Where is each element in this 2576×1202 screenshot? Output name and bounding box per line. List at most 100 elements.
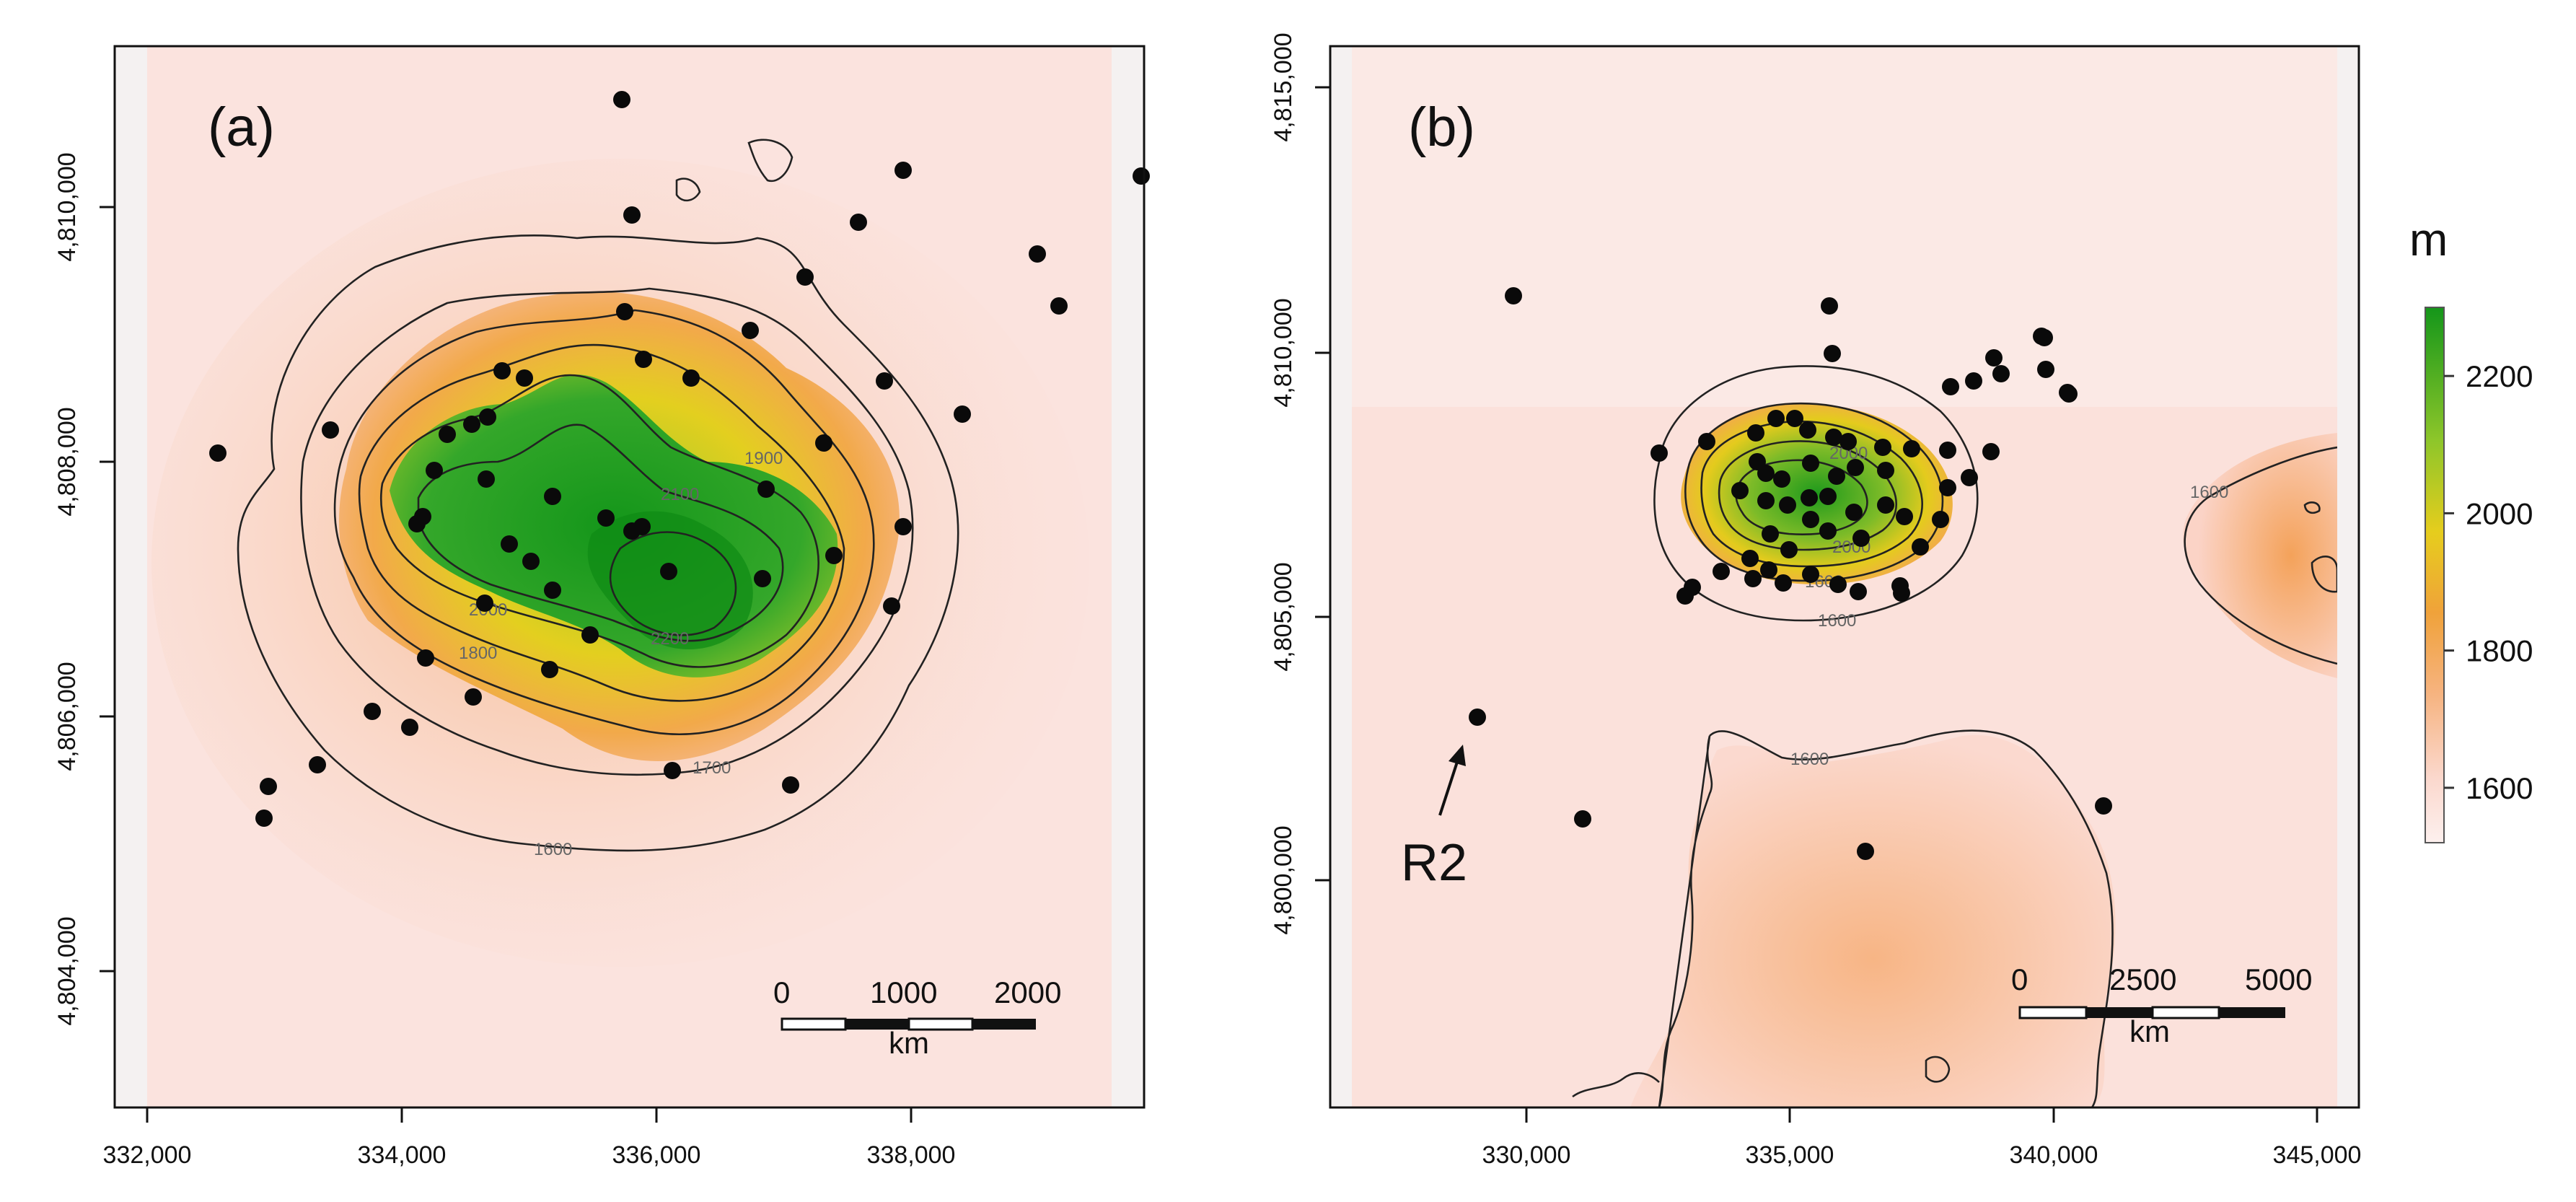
station-marker: [1819, 488, 1837, 505]
station-marker: [1802, 455, 1819, 472]
panel-a-x-axis: 332,000 334,000 336,000 338,000: [103, 1141, 956, 1169]
station-marker: [815, 434, 832, 452]
station-marker: [1847, 459, 1864, 476]
station-marker: [876, 372, 893, 390]
station-marker: [2036, 329, 2053, 346]
station-marker: [1874, 439, 1891, 456]
station-marker: [1942, 378, 1959, 395]
panel-a-frame: [113, 45, 1146, 1109]
y-tick-label: 4,815,000: [1270, 32, 1297, 141]
station-marker: [1741, 550, 1759, 567]
station-marker: [479, 408, 496, 426]
station-marker: [1961, 469, 1978, 486]
y-tick-label: 4,808,000: [53, 407, 81, 516]
station-marker: [1469, 709, 1486, 726]
panel-b-frame: [1329, 45, 2360, 1109]
legend-ticks: 2200 2000 1800 1600: [2444, 359, 2533, 805]
station-marker: [616, 303, 633, 320]
station-marker: [544, 582, 561, 599]
station-marker: [660, 563, 677, 580]
station-marker: [682, 369, 700, 387]
station-marker: [1505, 287, 1522, 304]
station-marker: [1824, 345, 1841, 362]
station-marker: [623, 206, 641, 224]
legend-tick-label: 2000: [2466, 496, 2533, 530]
panel-b: 1600 1600 1600 1600 2000 2000 (b) R2 0 2…: [1270, 32, 2361, 1169]
station-marker: [1939, 479, 1956, 496]
terrain-east-b: [2183, 433, 2337, 678]
x-tick-label: 338,000: [867, 1141, 956, 1169]
station-marker: [476, 595, 493, 612]
station-marker: [1850, 583, 1867, 600]
station-marker: [1676, 587, 1694, 605]
contour-label: 2200: [651, 629, 689, 649]
station-marker: [1775, 574, 1792, 592]
contour-label: 1600: [534, 840, 572, 859]
x-tick-label: 340,000: [2010, 1141, 2098, 1169]
station-marker: [408, 515, 426, 532]
station-marker: [1779, 496, 1796, 514]
station-marker: [401, 719, 418, 736]
station-marker: [426, 462, 443, 479]
station-marker: [309, 756, 326, 773]
station-marker: [478, 470, 495, 488]
contour-label: 2100: [661, 485, 699, 504]
station-marker: [1912, 538, 1929, 556]
station-marker: [1799, 421, 1816, 439]
legend-unit: m: [2409, 214, 2448, 266]
station-marker: [1825, 429, 1842, 446]
station-marker: [635, 351, 652, 368]
station-marker: [613, 91, 630, 108]
legend-tick-label: 1800: [2466, 634, 2533, 668]
station-marker: [1985, 349, 2003, 367]
legend-tick-label: 2200: [2466, 359, 2533, 393]
station-marker: [1903, 440, 1920, 457]
station-marker: [364, 703, 381, 720]
station-marker: [742, 322, 759, 339]
station-marker: [1773, 470, 1790, 488]
station-marker: [1698, 433, 1715, 450]
station-marker: [1713, 563, 1730, 580]
scale-bar-a: 0 1000 2000 km: [773, 975, 1061, 1060]
station-marker: [1747, 424, 1764, 442]
station-marker: [541, 661, 558, 678]
station-marker: [1767, 410, 1785, 427]
scale-bar-b: 0 2500 5000 km: [2011, 962, 2312, 1048]
station-marker: [439, 426, 456, 443]
station-marker: [1852, 530, 1870, 547]
panel-b-y-axis: 4,800,000 4,805,000 4,810,000 4,815,000: [1270, 32, 1297, 934]
terrain-lowland-b: [1630, 734, 2116, 1107]
station-marker: [581, 626, 599, 644]
contour-label: 1900: [744, 449, 783, 468]
contour-labels-a: 1600 1700 1800 1900 2000 2100 2200: [459, 449, 783, 859]
station-marker: [255, 810, 273, 827]
station-marker: [1780, 541, 1798, 558]
station-marker: [1731, 482, 1749, 499]
x-tick-label: 336,000: [612, 1141, 701, 1169]
station-marker: [2037, 361, 2054, 378]
contour-labels-b: 1600 1600 1600 1600 2000 2000: [1790, 444, 2228, 769]
station-marker: [1786, 410, 1803, 427]
station-marker: [1857, 843, 1874, 860]
panel-b-x-axis: 330,000 335,000 340,000 345,000: [1482, 1141, 2362, 1169]
scale-label: 2000: [994, 975, 1061, 1009]
station-marker: [1801, 489, 1818, 506]
station-marker: [1757, 465, 1775, 482]
station-marker: [782, 776, 799, 794]
scale-label: 0: [773, 975, 790, 1009]
station-marker: [465, 688, 482, 706]
x-tick-label: 345,000: [2273, 1141, 2362, 1169]
station-marker: [1819, 522, 1837, 540]
contour-label: 1700: [693, 758, 731, 778]
station-marker: [2060, 385, 2078, 403]
station-marker: [1965, 372, 1982, 390]
panel-a-tick-marks: [100, 206, 913, 1123]
station-marker: [850, 214, 867, 231]
station-marker: [1845, 504, 1863, 521]
y-tick-label: 4,800,000: [1270, 825, 1297, 934]
legend-colorbar: [2425, 307, 2445, 843]
station-marker: [1877, 462, 1894, 479]
stations-b: [1469, 287, 2112, 860]
stations-a: [209, 91, 1150, 827]
